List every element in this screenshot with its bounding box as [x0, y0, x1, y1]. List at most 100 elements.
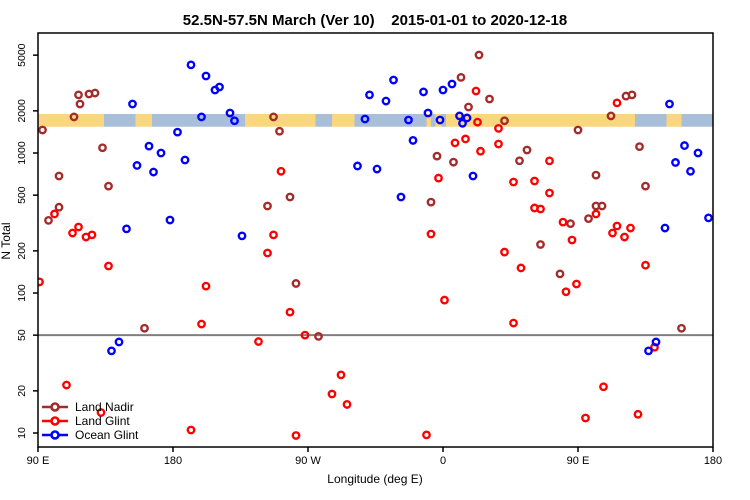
data-point-land-glint [186, 425, 196, 435]
latitude-band-land-segment [332, 113, 355, 127]
x-tick-label: 180 [704, 455, 722, 467]
data-point-land-nadir [432, 151, 442, 161]
data-point-land-glint [612, 98, 622, 108]
data-point-ocean-glint [408, 136, 418, 145]
y-tick-label: 500 [16, 186, 28, 204]
latitude-band-ocean-segment [104, 113, 136, 127]
x-tick-label: 90 E [567, 455, 590, 467]
latitude-band-land-segment [245, 113, 316, 127]
y-axis-title: N Total [0, 222, 13, 260]
y-tick-label: 10 [16, 427, 28, 439]
data-point-land-glint [50, 209, 59, 219]
data-point-ocean-glint [156, 148, 166, 158]
data-point-land-nadir [522, 145, 532, 155]
y-tick-label: 2000 [16, 99, 28, 123]
data-point-land-nadir [485, 94, 494, 104]
y-tick-label: 50 [16, 329, 28, 341]
data-point-land-glint [440, 295, 449, 305]
data-point-land-glint [285, 307, 295, 317]
data-point-land-glint [494, 123, 503, 133]
latitude-band-land-segment [435, 113, 442, 127]
data-point-land-glint [74, 222, 83, 232]
y-tick-label: 200 [16, 242, 28, 260]
data-points-layer [38, 50, 713, 440]
data-point-ocean-glint [462, 113, 472, 123]
data-point-land-nadir [75, 99, 85, 109]
data-point-land-glint [104, 261, 113, 271]
latitude-band-land-segment [38, 113, 104, 127]
data-point-land-glint [612, 221, 622, 231]
data-point-land-nadir [641, 181, 650, 191]
data-point-ocean-glint [180, 155, 190, 165]
data-point-ocean-glint [468, 171, 478, 181]
x-tick-label: 90 W [295, 455, 321, 467]
data-point-land-nadir [90, 88, 100, 98]
data-point-land-glint [599, 382, 608, 392]
data-point-land-nadir [677, 323, 686, 333]
data-point-land-glint [263, 248, 272, 258]
data-point-land-glint [536, 204, 545, 214]
data-point-ocean-glint [680, 141, 689, 150]
data-point-land-nadir [449, 157, 458, 167]
data-point-land-glint [476, 146, 485, 156]
data-point-ocean-glint [381, 96, 391, 106]
data-point-land-glint [426, 229, 436, 239]
x-axis-title: Longitude (deg E) [327, 472, 423, 486]
data-point-land-nadir [54, 171, 64, 181]
data-point-ocean-glint [404, 115, 413, 125]
data-point-ocean-glint [237, 231, 247, 241]
data-point-land-nadir [275, 126, 284, 136]
data-point-land-nadir [44, 216, 53, 225]
data-point-land-nadir [456, 72, 466, 82]
data-point-land-nadir [285, 192, 295, 202]
x-tick-label: 90 E [27, 455, 50, 467]
data-point-ocean-glint [173, 127, 182, 137]
x-tick-label: 180 [164, 455, 182, 467]
data-point-land-nadir [606, 111, 616, 121]
data-point-land-nadir [54, 202, 64, 212]
data-point-land-glint [567, 235, 577, 245]
data-point-ocean-glint [365, 90, 374, 100]
data-point-ocean-glint [128, 99, 137, 109]
data-point-ocean-glint [660, 223, 670, 233]
data-point-land-nadir [69, 112, 79, 122]
latitude-band-land-segment [426, 113, 431, 127]
data-point-land-glint [530, 176, 539, 186]
data-point-land-nadir [566, 219, 575, 229]
y-tick-label: 20 [16, 385, 28, 397]
data-point-ocean-glint [671, 158, 680, 167]
data-point-ocean-glint [693, 148, 703, 158]
data-point-ocean-glint [458, 118, 467, 128]
data-point-ocean-glint [353, 161, 362, 171]
data-point-land-glint [471, 86, 481, 96]
data-point-land-glint [254, 337, 263, 346]
data-point-ocean-glint [438, 85, 448, 95]
data-point-ocean-glint [186, 60, 196, 70]
data-point-land-glint [422, 430, 431, 440]
data-point-land-nadir [140, 323, 149, 333]
data-point-land-glint [62, 380, 71, 390]
data-point-ocean-glint [144, 141, 154, 151]
data-point-land-glint [561, 287, 571, 297]
data-point-ocean-glint [122, 224, 131, 234]
data-point-land-glint [500, 247, 509, 257]
data-point-land-glint [620, 232, 629, 242]
data-point-ocean-glint [396, 192, 406, 202]
data-point-land-nadir [314, 331, 323, 341]
latitude-band-ocean-segment [635, 113, 667, 127]
data-point-land-glint [276, 166, 286, 176]
data-point-land-glint [96, 408, 106, 417]
chart-title: 52.5N-57.5N March (Ver 10) 2015-01-01 to… [182, 12, 568, 29]
data-point-ocean-glint [165, 215, 175, 225]
data-point-ocean-glint [651, 337, 661, 347]
data-point-land-glint [509, 177, 518, 187]
legend-label-land-glint: Land Glint [75, 414, 130, 428]
y-tick-label: 1000 [16, 141, 28, 165]
data-point-land-nadir [591, 170, 601, 180]
latitude-band-ocean-segment [152, 113, 245, 127]
y-tick-label: 100 [16, 284, 28, 302]
data-point-land-glint [572, 279, 581, 289]
y-tick-label: 5000 [16, 43, 28, 67]
x-tick-label: 0 [440, 455, 446, 467]
